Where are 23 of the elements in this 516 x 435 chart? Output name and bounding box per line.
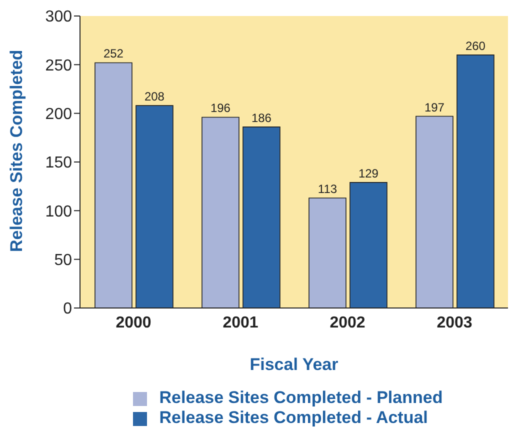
y-tick-label: 250 [45, 57, 72, 74]
y-tick-label: 150 [45, 154, 72, 172]
legend-label: Release Sites Completed - Actual [159, 408, 428, 427]
x-tick-label: 2002 [330, 314, 366, 332]
y-axis-title: Release Sites Completed [7, 50, 26, 252]
data-label: 196 [210, 101, 231, 116]
data-label: 260 [465, 38, 486, 53]
data-label: 208 [144, 90, 165, 104]
y-tick-label: 0 [63, 300, 72, 318]
y-tick-label: 300 [45, 8, 72, 26]
y-tick-label: 50 [54, 252, 72, 270]
y-tick-label: 100 [45, 203, 72, 220]
data-label: 186 [251, 110, 272, 125]
x-axis-title: Fiscal Year [250, 355, 339, 374]
legend-label: Release Sites Completed - Planned [159, 388, 443, 407]
y-tick-label: 200 [45, 106, 72, 124]
data-label: 197 [424, 100, 445, 114]
x-tick-label: 2000 [116, 314, 152, 332]
data-label: 129 [358, 166, 379, 180]
x-tick-label: 2001 [222, 314, 258, 332]
data-label: 252 [103, 46, 124, 61]
data-label: 113 [318, 182, 338, 196]
x-tick-label: 2003 [436, 314, 472, 332]
